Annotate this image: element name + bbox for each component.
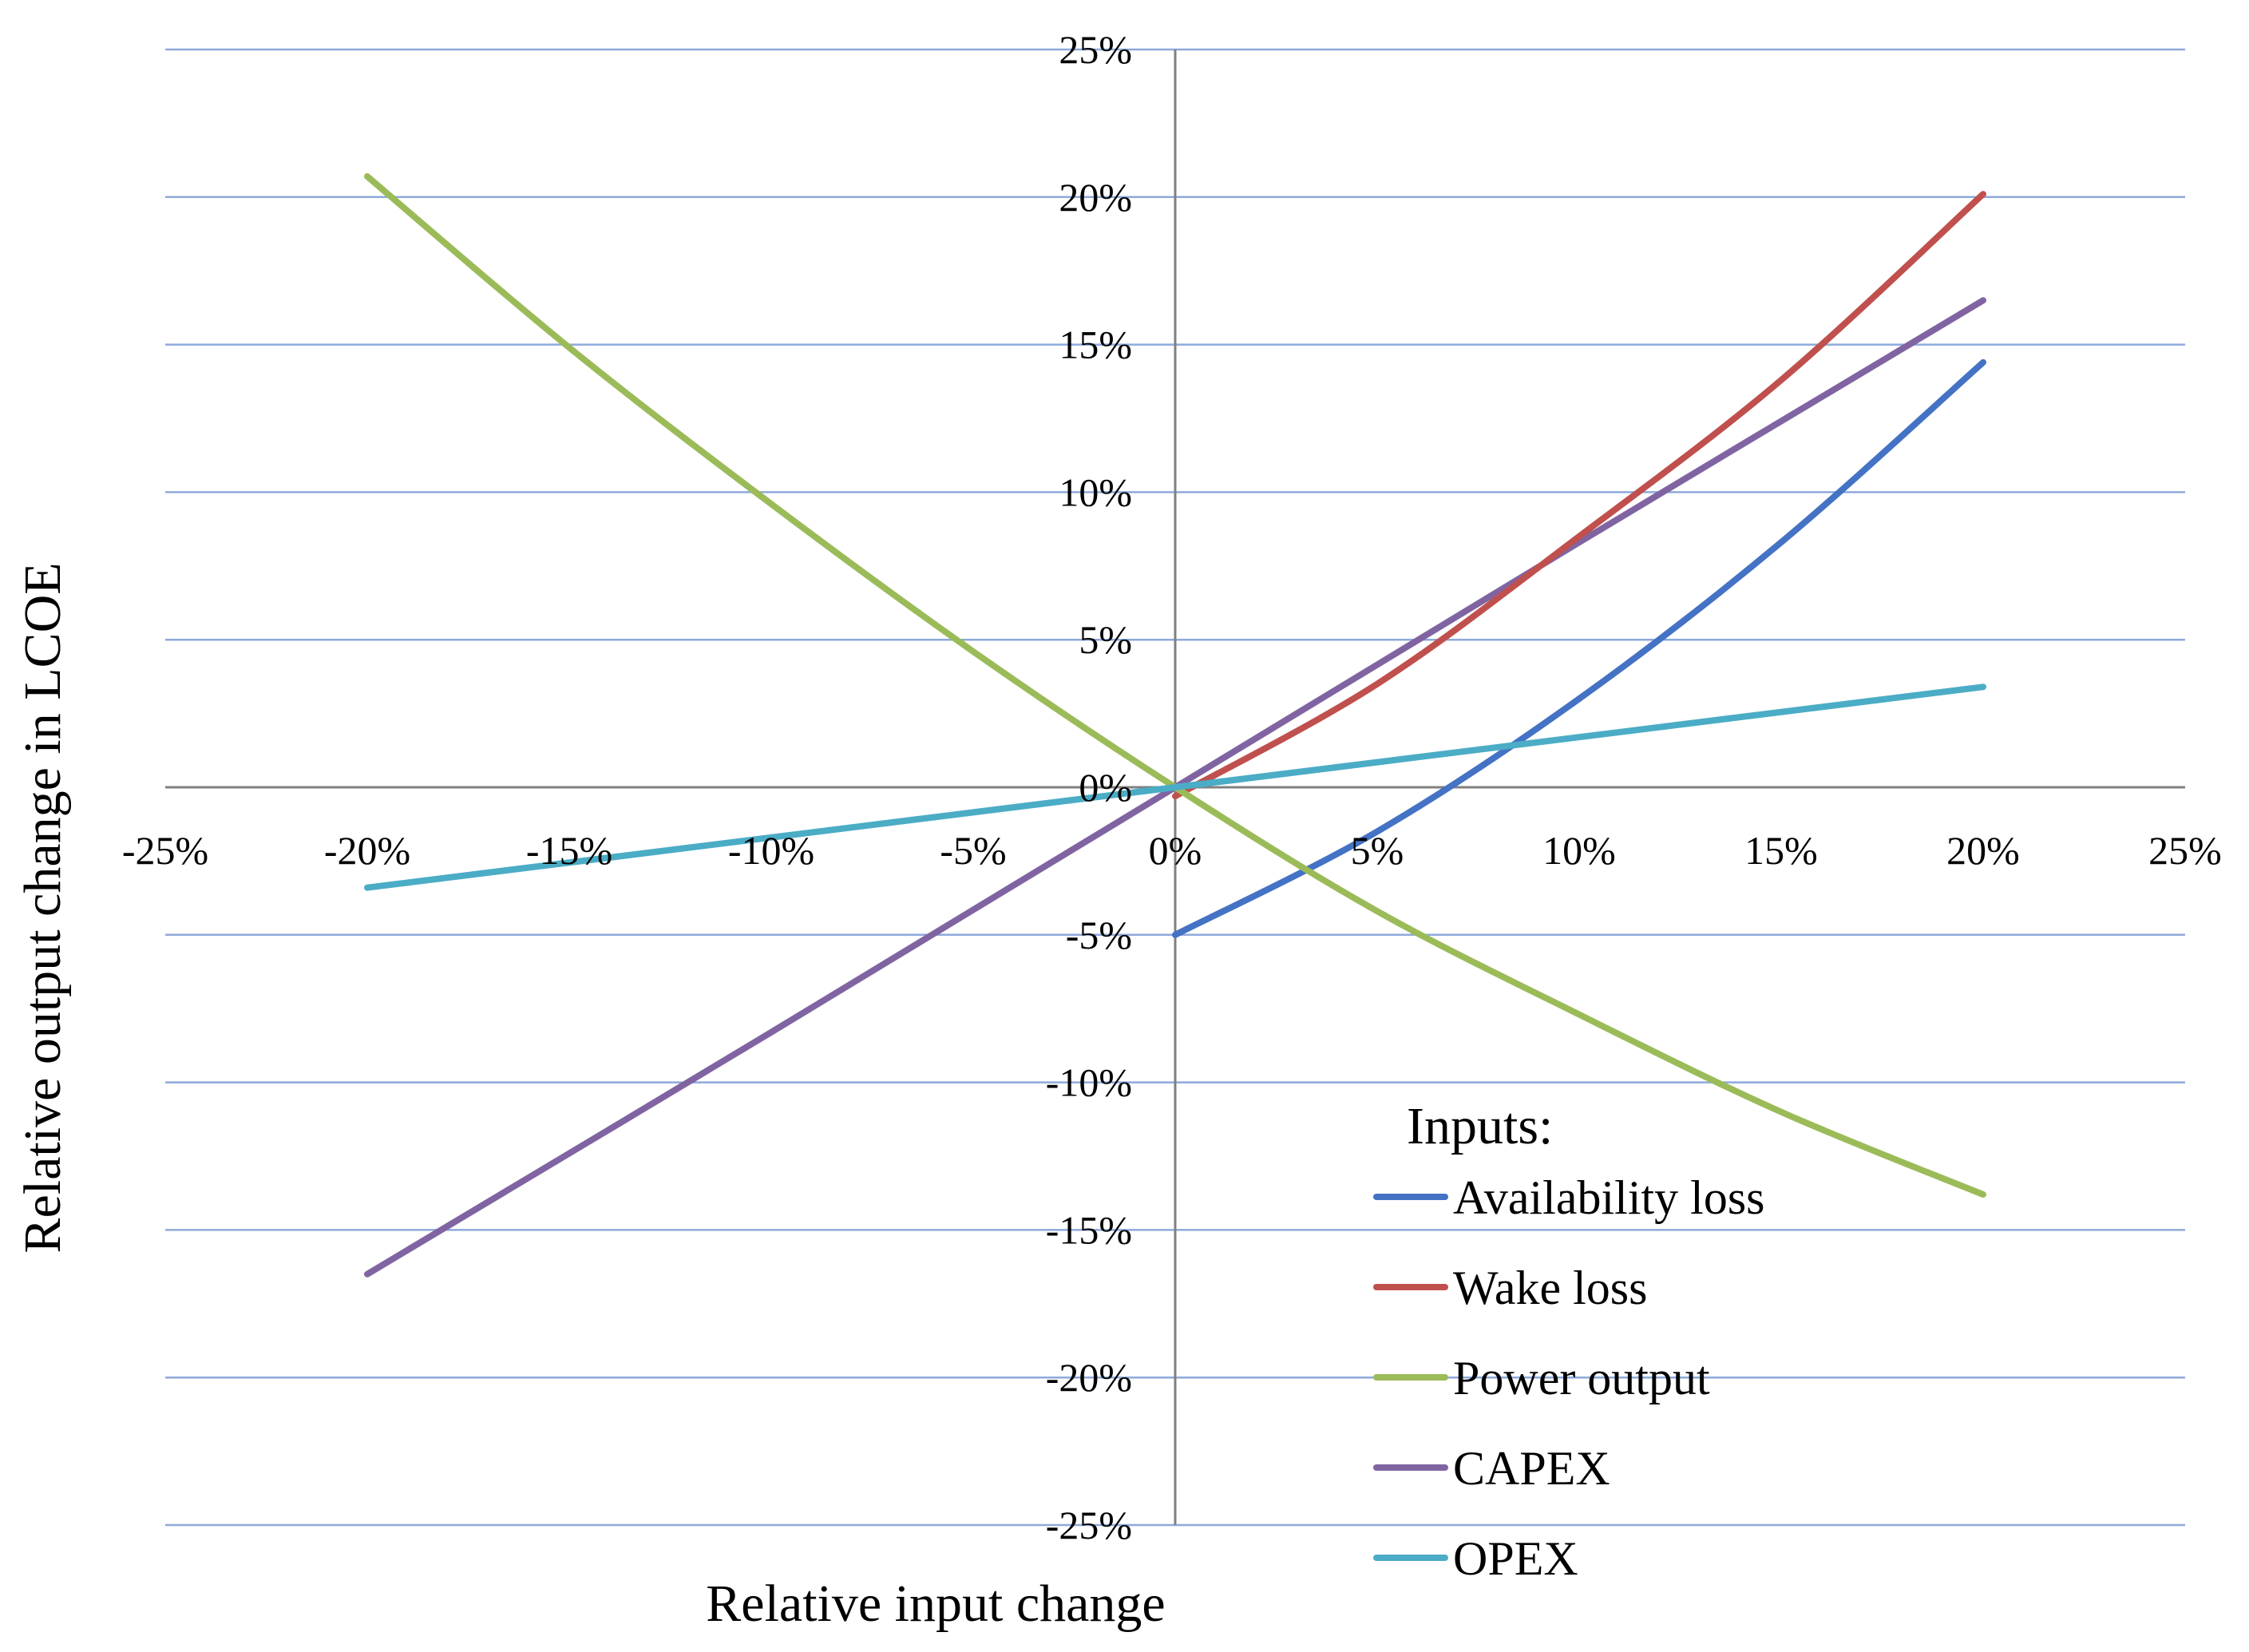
series-lines (364, 172, 1986, 1278)
series-line-availability-loss (1172, 359, 1986, 938)
y-tick-label: 15% (1059, 323, 1132, 367)
legend-title: Inputs: (1407, 1097, 1553, 1155)
y-tick-label: -5% (1066, 913, 1132, 957)
series-line-opex (364, 683, 1986, 891)
x-tick-label: 10% (1542, 828, 1616, 873)
y-tick-labels: 25% 20% 15% 10% 5% 0% -5% -10% -15% -20% -25% (1046, 27, 1132, 1547)
x-tick-label: 0% (1149, 828, 1202, 873)
y-tick-label: 0% (1079, 765, 1132, 810)
x-axis-title: Relative input change (706, 1575, 1165, 1633)
y-tick-label: -10% (1046, 1060, 1132, 1105)
x-tick-label: -25% (122, 828, 208, 873)
legend-label-capex: CAPEX (1453, 1442, 1610, 1495)
y-tick-label: 20% (1059, 175, 1132, 220)
y-tick-label: 10% (1059, 469, 1132, 514)
legend: Inputs: Availability loss Wake loss Power … (1373, 1097, 1765, 1585)
series-line-wake-loss (1172, 191, 1986, 800)
x-tick-label: 15% (1744, 828, 1818, 873)
y-tick-label: 25% (1059, 27, 1132, 72)
x-tick-labels: -25% -20% -15% -10% -5% 0% 5% 10% 15% 20% 25% (122, 828, 2222, 873)
legend-items: Availability loss Wake loss Power output CA… (1373, 1171, 1765, 1585)
x-tick-label: 25% (2148, 828, 2222, 873)
x-tick-label: 5% (1351, 828, 1404, 873)
y-tick-label: 5% (1079, 617, 1132, 662)
y-tick-label: -15% (1046, 1207, 1132, 1252)
legend-label-wake-loss: Wake loss (1453, 1262, 1647, 1314)
y-axis-title: Relative output change in LCOE (14, 562, 72, 1253)
x-tick-label: -15% (526, 828, 612, 873)
series-line-power-output (364, 172, 1986, 1198)
legend-label-opex: OPEX (1453, 1532, 1578, 1585)
x-tick-label: -5% (940, 828, 1006, 873)
legend-label-power-output: Power output (1453, 1352, 1710, 1404)
x-tick-label: 20% (1946, 828, 2020, 873)
y-tick-label: -20% (1046, 1355, 1132, 1400)
x-tick-label: -20% (324, 828, 410, 873)
x-tick-label: -10% (728, 828, 814, 873)
y-tick-label: -25% (1046, 1503, 1132, 1547)
legend-label-availability-loss: Availability loss (1453, 1171, 1765, 1224)
